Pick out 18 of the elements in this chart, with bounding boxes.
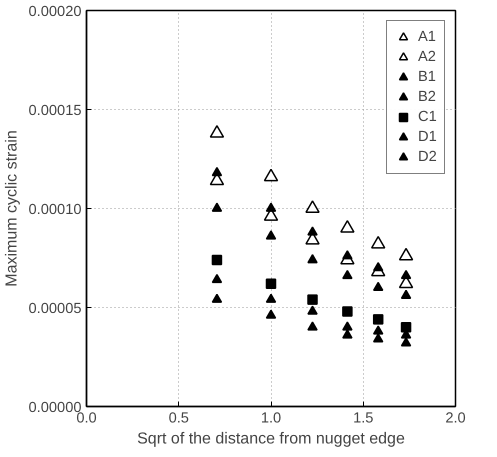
legend-label: B1 [418,69,437,85]
legend-label: A2 [418,49,437,65]
x-tick-label: 0.0 [76,410,97,426]
y-tick-label: 0.00015 [28,103,82,119]
legend-label: B2 [418,89,437,105]
y-axis-title: Maximum cyclic strain [4,130,21,287]
legend-label: A1 [418,29,437,45]
x-tick-label: 1.0 [260,410,282,426]
legend-label: D1 [418,129,438,145]
x-tick-label: 1.5 [353,410,374,426]
legend-label: D2 [418,149,438,165]
x-tick-label: 2.0 [445,410,466,426]
y-tick-label: 0.00005 [28,301,82,317]
y-tick-label: 0.00010 [28,202,82,218]
y-tick-label: 0.00020 [28,4,82,20]
x-axis-title: Sqrt of the distance from nugget edge [137,430,405,448]
x-tick-label: 0.5 [168,410,189,426]
legend-label: C1 [418,109,438,125]
